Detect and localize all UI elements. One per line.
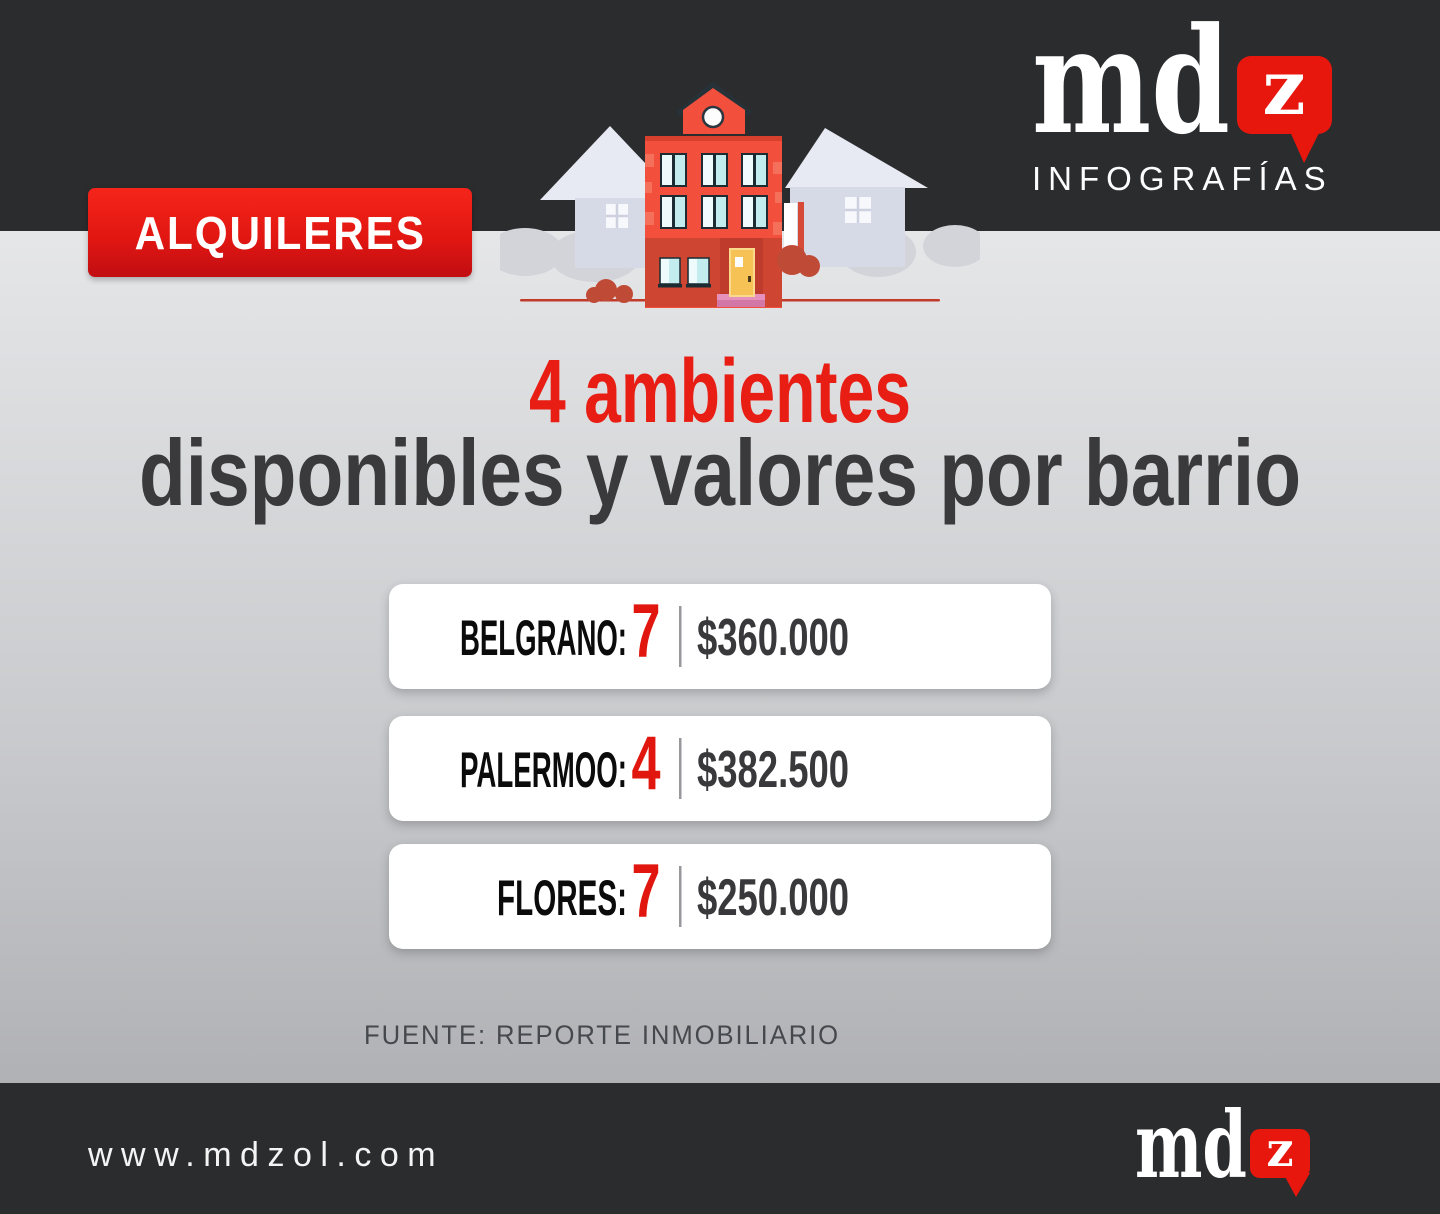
speech-bubble-tail-icon xyxy=(1283,1173,1310,1197)
topic-badge-label: ALQUILERES xyxy=(134,206,426,259)
neighborhood-card-belgrano: BELGRANO: 7 $360.000 xyxy=(389,584,1051,689)
available-count: 7 xyxy=(632,589,661,674)
topic-badge: ALQUILERES xyxy=(88,188,472,277)
house-illustration xyxy=(500,81,980,308)
card-divider xyxy=(679,738,682,799)
entrance xyxy=(717,238,765,307)
tagline: INFOGRAFÍAS xyxy=(1032,160,1333,197)
card-divider xyxy=(679,866,682,927)
price-value: $382.500 xyxy=(697,741,849,799)
headline: 4 ambientes disponibles y valores por ba… xyxy=(139,342,1301,525)
mdz-logo-text: md xyxy=(1032,15,1230,167)
footer-url: www.mdzol.com xyxy=(88,1136,445,1174)
speech-bubble-icon xyxy=(1237,56,1332,134)
speech-bubble-icon xyxy=(1250,1129,1310,1178)
source-label: FUENTE: REPORTE INMOBILIARIO xyxy=(364,1020,841,1050)
lower-windows xyxy=(658,257,711,288)
card-divider xyxy=(679,606,682,667)
bushes xyxy=(586,245,820,303)
price-value: $250.000 xyxy=(697,869,849,927)
upper-windows xyxy=(660,153,768,229)
neighborhood-card-flores: FLORES: 7 $250.000 xyxy=(389,844,1051,949)
neighborhood-label: FLORES: xyxy=(497,870,627,926)
neighborhood-label: BELGRANO: xyxy=(460,610,627,666)
footer-band xyxy=(0,1083,1440,1214)
headline-line1: 4 ambientes xyxy=(529,342,911,442)
available-count: 4 xyxy=(632,721,661,806)
mdz-logo-z: z xyxy=(1262,43,1305,132)
available-count: 7 xyxy=(632,849,661,934)
price-value: $360.000 xyxy=(697,609,849,667)
speech-bubble-tail-icon xyxy=(1288,127,1322,163)
headline-line2: disponibles y valores por barrio xyxy=(139,420,1301,525)
mdz-logo: md z INFOGRAFÍAS xyxy=(1032,15,1333,197)
mdz-logo-z: z xyxy=(1266,1122,1293,1178)
mdz-logo-footer: md z xyxy=(1135,1103,1310,1199)
main-house xyxy=(645,81,782,308)
background-house-right xyxy=(784,128,928,267)
gable-round-window xyxy=(701,105,725,129)
mdz-logo-text: md xyxy=(1135,1103,1247,1199)
neighborhood-card-palermo: PALERMOO: 4 $382.500 xyxy=(389,716,1051,821)
door xyxy=(729,248,755,297)
neighborhood-label: PALERMOO: xyxy=(460,742,627,798)
